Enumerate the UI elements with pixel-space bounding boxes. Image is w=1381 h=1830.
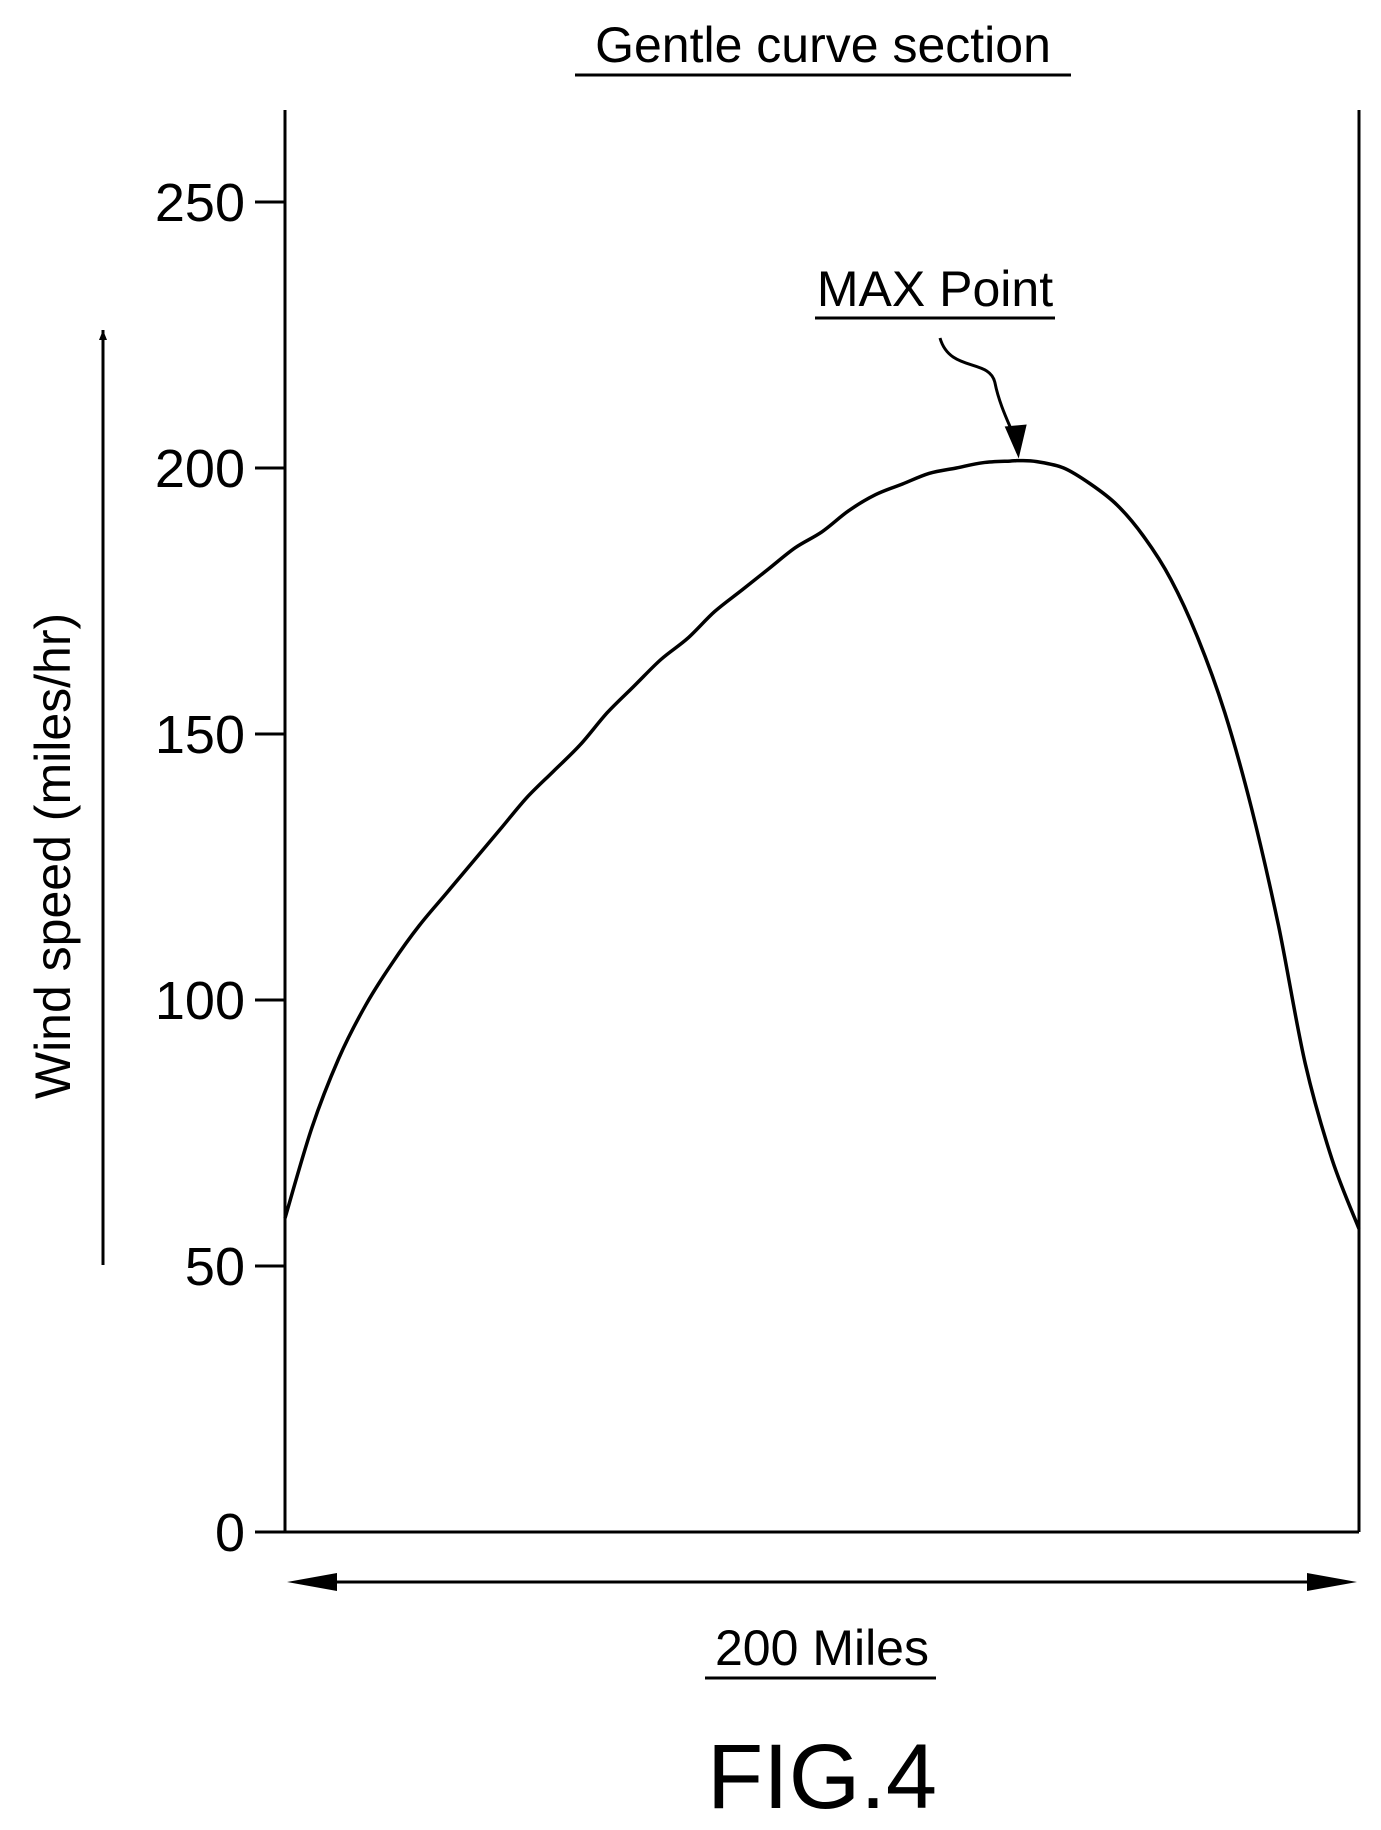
y-tick-label: 150: [155, 705, 245, 765]
distance-arrow-left-head: [287, 1573, 337, 1591]
y-tick-label: 0: [215, 1503, 245, 1563]
y-tick-label: 100: [155, 971, 245, 1031]
y-axis-label: Wind speed (miles/hr): [25, 613, 81, 1099]
y-tick-label: 250: [155, 173, 245, 233]
max-point-arrowhead: [1004, 424, 1027, 459]
y-tick-label: 200: [155, 439, 245, 499]
max-point-label: MAX Point: [817, 261, 1053, 317]
y-tick-label: 50: [185, 1237, 245, 1297]
distance-arrow-right-head: [1307, 1573, 1357, 1591]
x-axis-label: 200 Miles: [715, 1620, 929, 1676]
wind-speed-curve: [283, 458, 1361, 1230]
y-ticks: 0 50 100 150 200 250: [155, 173, 285, 1563]
max-point-leader-arrow: [938, 337, 1017, 440]
chart-title: Gentle curve section: [595, 17, 1051, 73]
figure-label: FIG.4: [707, 1726, 937, 1828]
